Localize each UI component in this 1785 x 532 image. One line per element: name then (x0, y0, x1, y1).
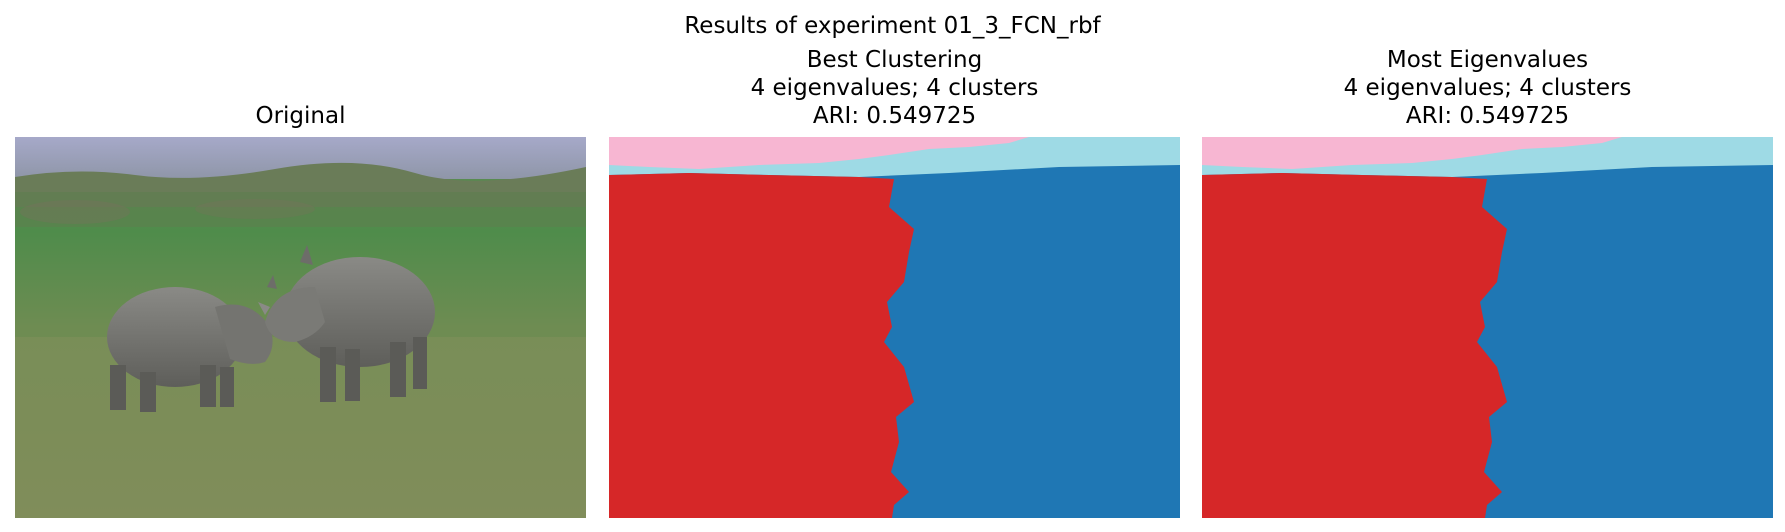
rhino-right (258, 245, 435, 402)
panel-title-best-clustering: Best Clustering 4 eigenvalues; 4 cluster… (609, 46, 1180, 130)
panel-title-line: 4 eigenvalues; 4 clusters (1343, 75, 1632, 101)
rhino-left (107, 275, 277, 412)
segmentation-image-best (609, 137, 1180, 518)
panel-title-line: 4 eigenvalues; 4 clusters (750, 75, 1039, 101)
panel-title-line: Original (255, 103, 346, 129)
panel-title-line: ARI: 0.549725 (812, 103, 977, 129)
figure-title: Results of experiment 01_3_FCN_rbf (684, 13, 1101, 39)
panel-title-most-eigenvalues: Most Eigenvalues 4 eigenvalues; 4 cluste… (1202, 46, 1773, 130)
panel-title-original: Original (15, 102, 586, 130)
panel-title-line: Best Clustering (806, 47, 983, 73)
original-image (15, 137, 586, 518)
panel-title-line: Most Eigenvalues (1386, 47, 1589, 73)
panel-title-line: ARI: 0.549725 (1405, 103, 1570, 129)
segmentation-image-most-eigenvalues (1202, 137, 1773, 518)
